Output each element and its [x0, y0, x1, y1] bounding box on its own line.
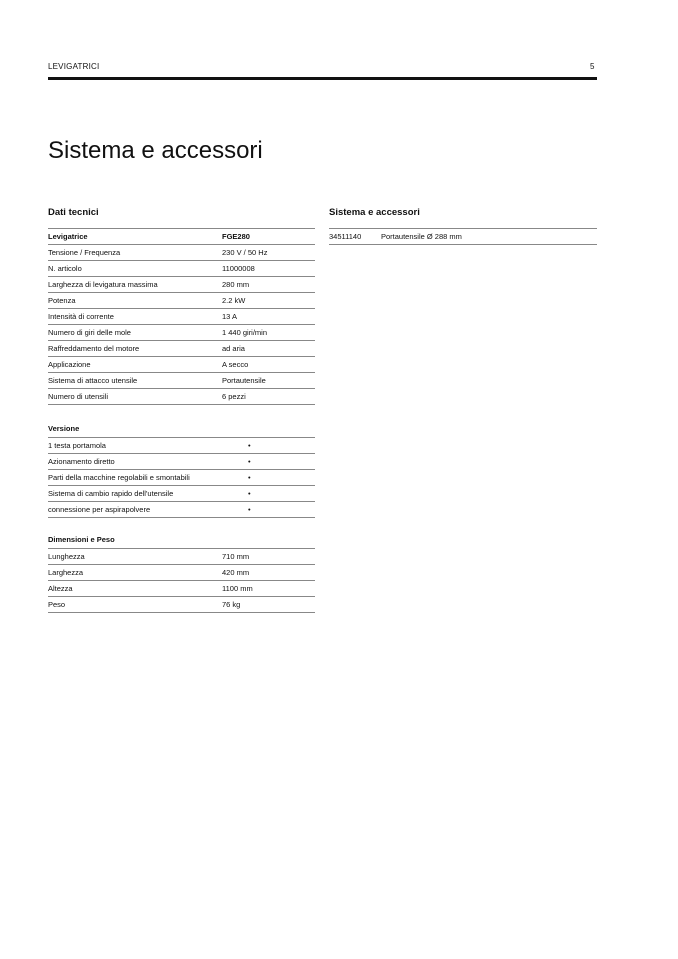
row-value: 420 mm [222, 568, 250, 577]
table-row: connessione per aspirapolvere • [48, 502, 315, 518]
row-value: 76 kg [222, 600, 241, 609]
row-label: Lunghezza [48, 552, 85, 561]
dims-table: Lunghezza 710 mm Larghezza 420 mm Altezza 110… [48, 548, 315, 613]
table-row: Altezza 1100 mm [48, 581, 315, 597]
row-label: 1 testa portamola [48, 441, 106, 450]
included-bullet: • [248, 441, 251, 450]
table-row: Numero di giri delle mole 1 440 giri/min [48, 325, 315, 341]
table-row: Raffreddamento del motore ad aria [48, 341, 315, 357]
row-label: Sistema di cambio rapido dell'utensile [48, 489, 174, 498]
table-row: 1 testa portamola • [48, 438, 315, 454]
page-title: Sistema e accessori [48, 137, 263, 164]
row-value: ad aria [222, 344, 245, 353]
tech-heading: Dati tecnici [48, 207, 99, 218]
included-bullet: • [248, 457, 251, 466]
row-label: N. articolo [48, 264, 82, 273]
row-value: 13 A [222, 312, 238, 321]
row-label: Raffreddamento del motore [48, 344, 140, 353]
row-value: 1100 mm [222, 584, 253, 593]
row-label: Potenza [48, 296, 76, 305]
row-label: Intensità di corrente [48, 312, 114, 321]
head-value: FGE280 [222, 232, 250, 241]
table-head-row: Levigatrice FGE280 [48, 229, 315, 245]
row-value: Portautensile [222, 376, 266, 385]
running-header: LEVIGATRICI [48, 62, 100, 71]
row-label: Larghezza di levigatura massima [48, 280, 158, 289]
row-label: Peso [48, 600, 66, 609]
head-label: Levigatrice [48, 232, 88, 241]
row-label: Sistema di attacco utensile [48, 376, 138, 385]
version-table: 1 testa portamola • Azionamento diretto • Pa… [48, 437, 315, 518]
row-label: Azionamento diretto [48, 457, 115, 466]
row-value: A secco [222, 360, 249, 369]
row-value: 230 V / 50 Hz [222, 248, 268, 257]
accessories-table: 34511140 Portautensile Ø 288 mm [329, 228, 597, 245]
table-row: Sistema di cambio rapido dell'utensile • [48, 486, 315, 502]
row-label: Altezza [48, 584, 73, 593]
included-bullet: • [248, 505, 251, 514]
row-label: Numero di utensili [48, 392, 109, 401]
row-label: Tensione / Frequenza [48, 248, 121, 257]
table-row: Larghezza di levigatura massima 280 mm [48, 277, 315, 293]
row-value: 1 440 giri/min [222, 328, 268, 337]
table-row: Larghezza 420 mm [48, 565, 315, 581]
table-row: Parti della macchine regolabili e smonta… [48, 470, 315, 486]
table-row: Numero di utensili 6 pezzi [48, 389, 315, 405]
header-rule [48, 77, 597, 80]
table-row: Tensione / Frequenza 230 V / 50 Hz [48, 245, 315, 261]
row-label: Larghezza [48, 568, 84, 577]
article-code: 34511140 [329, 232, 362, 241]
row-value: 2.2 kW [222, 296, 246, 305]
row-value: 6 pezzi [222, 392, 246, 401]
row-value: 280 mm [222, 280, 250, 289]
version-heading: Versione [48, 424, 80, 433]
article-description: Portautensile Ø 288 mm [381, 232, 462, 241]
row-label: Numero di giri delle mole [48, 328, 131, 337]
dims-heading: Dimensioni e Peso [48, 535, 115, 544]
row-label: connessione per aspirapolvere [48, 505, 151, 514]
table-row: N. articolo 11000008 [48, 261, 315, 277]
table-row: Azionamento diretto • [48, 454, 315, 470]
table-row: Intensità di corrente 13 A [48, 309, 315, 325]
included-bullet: • [248, 473, 251, 482]
page-number: 5 [590, 62, 595, 71]
table-row: 34511140 Portautensile Ø 288 mm [329, 229, 597, 245]
row-label: Applicazione [48, 360, 91, 369]
accessories-heading: Sistema e accessori [329, 207, 420, 218]
included-bullet: • [248, 489, 251, 498]
row-label: Parti della macchine regolabili e smonta… [48, 473, 190, 482]
table-row: Potenza 2.2 kW [48, 293, 315, 309]
table-row: Applicazione A secco [48, 357, 315, 373]
table-row: Lunghezza 710 mm [48, 549, 315, 565]
table-row: Peso 76 kg [48, 597, 315, 613]
table-row: Sistema di attacco utensile Portautensile [48, 373, 315, 389]
row-value: 710 mm [222, 552, 250, 561]
tech-table: Levigatrice FGE280 Tensione / Frequenza 2… [48, 228, 315, 405]
row-value: 11000008 [222, 264, 255, 273]
